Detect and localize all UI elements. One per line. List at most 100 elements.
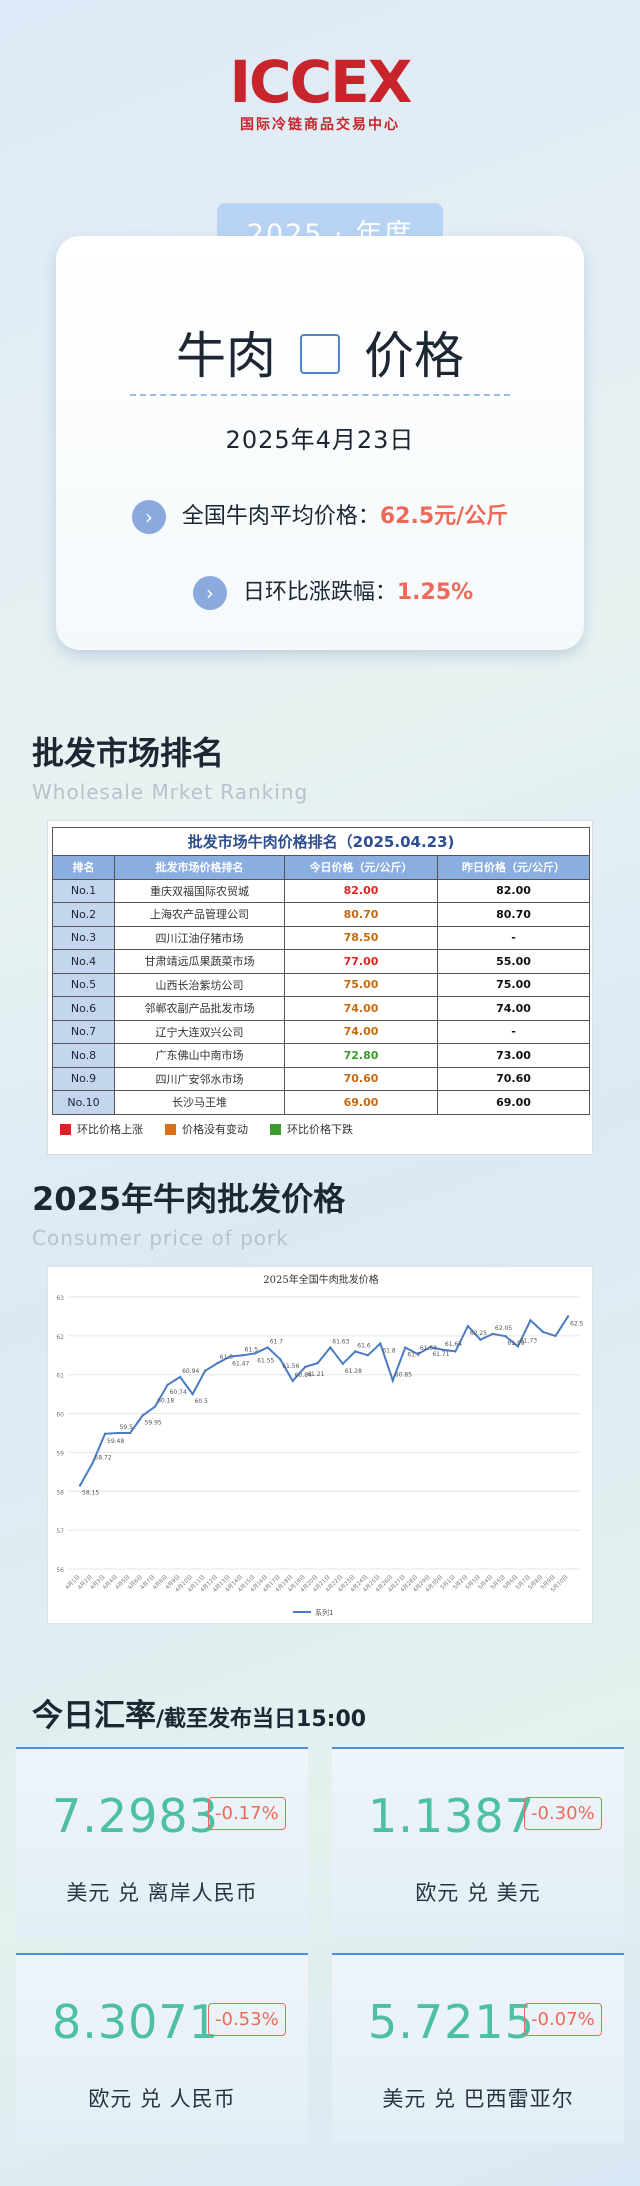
rank-cell: No.7 [52,1019,115,1044]
fx-rate-value: 5.7215 [368,1995,535,2049]
fx-title-suffix: /截至发布当日15:00 [156,1707,367,1732]
brand-logo: ICCEX 国际冷链商品交易中心 [0,52,640,134]
rank-cell: No.5 [52,972,115,997]
data-label: 59.5 [120,1424,134,1431]
data-point [366,1354,369,1357]
rank-cell: No.3 [52,925,115,950]
market-cell: 山西长治紫坊公司 [114,972,285,997]
fx-rate-value: 8.3071 [52,1995,219,2049]
data-point [329,1346,332,1349]
y-tick-label: 60 [56,1412,64,1419]
table-caption: 批发市场牛肉价格排名（2025.04.23) [52,827,590,856]
today-price-cell: 82.00 [284,878,438,903]
price-section-subtitle: Consumer price of pork [32,1226,289,1250]
data-point [216,1361,219,1365]
table-row: No.10 长沙马王堆 69.00 69.00 [52,1090,590,1115]
today-price-cell: 78.50 [284,925,438,950]
data-label: 61.64 [445,1341,462,1348]
data-point [441,1348,445,1352]
data-label: 61.63 [332,1339,349,1346]
y-tick-label: 59 [56,1450,64,1457]
yesterday-price-cell: 82.00 [437,878,590,903]
fx-change-badge: -0.53% [208,2003,286,2036]
page-title: 牛肉 价格 [56,316,584,388]
data-point [116,1431,119,1435]
price-chart-panel: 2025年全国牛肉批发价格 56 57 58 59 60 61 62 63 58.15 58.72 5… [47,1266,593,1624]
legend-item: 环比价格上涨 [60,1121,143,1137]
table-header: 排名 [52,855,115,880]
today-price-cell: 74.00 [284,1019,438,1044]
market-cell: 上海农产品管理公司 [114,902,285,927]
data-point [491,1332,495,1336]
rank-cell: No.6 [52,996,115,1021]
data-point [128,1431,132,1435]
data-point [191,1392,194,1396]
data-label: 62.05 [495,1325,512,1332]
avg-price-row: › 全国牛肉平均价格：62.5元/公斤 [56,498,584,534]
data-label: 62.25 [470,1330,487,1337]
data-label: 61.47 [232,1360,249,1367]
data-label: 61.56 [282,1363,299,1370]
fx-pair-label: 欧元 兑 美元 [415,1881,541,1905]
data-label: 60.74 [170,1389,187,1396]
fx-pair-label: 欧元 兑 人民币 [88,2087,236,2111]
table-row: No.6 邻郸农副产品批发市场 74.00 74.00 [52,996,590,1021]
table-header: 昨日价格（元/公斤） [437,855,590,880]
rank-cell: No.1 [52,878,115,903]
data-label: 61.3 [220,1354,234,1361]
yesterday-price-cell: 80.70 [437,902,590,927]
rank-cell: No.10 [52,1090,115,1115]
table-row: No.3 四川江油仔猪市场 78.50- [52,925,590,950]
y-tick-label: 57 [56,1528,64,1535]
y-tick-label: 56 [56,1567,64,1574]
data-label: 58.15 [82,1489,99,1496]
avg-price-value: 62.5元/公斤 [379,504,509,529]
series-line [79,1315,569,1486]
today-price-cell: 74.00 [284,996,438,1021]
yesterday-price-cell: 70.60 [437,1066,590,1091]
yesterday-price-cell: 69.00 [437,1090,590,1115]
legend-swatch [60,1124,71,1135]
fx-change-badge: -0.17% [208,1797,286,1830]
today-price-cell: 72.80 [284,1043,438,1068]
fx-pair-label: 美元 兑 巴西雷亚尔 [382,2087,574,2111]
data-label: 61.7 [270,1339,284,1346]
yesterday-price-cell: - [437,1019,590,1044]
legend-item: 价格没有变动 [165,1121,248,1137]
data-point [479,1338,482,1341]
table-row: No.7 辽宁大连双兴公司 74.00- [52,1019,590,1044]
data-point [391,1379,395,1382]
data-label: 61.6 [357,1342,371,1349]
table-header: 今日价格（元/公斤） [284,855,438,880]
fx-rate-value: 1.1387 [368,1789,535,1843]
wholesale-section-title: 批发市场排名 [32,734,225,772]
title-right: 价格 [364,327,464,385]
chart-title: 2025年全国牛肉批发价格 [263,1273,378,1286]
table-header: 批发市场价格排名 [114,855,285,880]
data-label: 62.5 [570,1320,584,1327]
legend-swatch [270,1124,281,1135]
today-price-cell: 77.00 [284,949,438,974]
rank-cell: No.4 [52,949,115,974]
data-label: 59.48 [107,1438,124,1445]
chevron-right-icon: › [192,576,227,610]
daily-change-value: 1.25% [396,580,474,605]
data-label: 61.71 [432,1351,449,1358]
wholesale-section-subtitle: Wholesale Mrket Ranking [32,780,309,804]
rank-cell: No.2 [52,902,115,927]
report-date: 2025年4月23日 [225,426,415,454]
data-point [529,1319,532,1322]
checkbox-icon [300,333,340,374]
today-price-cell: 69.00 [284,1090,438,1115]
data-label: 61.5 [245,1346,259,1353]
y-tick-label: 63 [56,1295,64,1302]
today-price-cell: 75.00 [284,972,438,997]
y-tick-label: 58 [56,1489,64,1496]
data-point [228,1355,232,1358]
fx-title: 今日汇率 [32,1698,156,1734]
data-label: 61.99 [507,1340,524,1347]
data-point [279,1357,282,1361]
chevron-right-icon: › [131,500,166,534]
data-point [404,1346,407,1349]
data-point [304,1365,307,1369]
